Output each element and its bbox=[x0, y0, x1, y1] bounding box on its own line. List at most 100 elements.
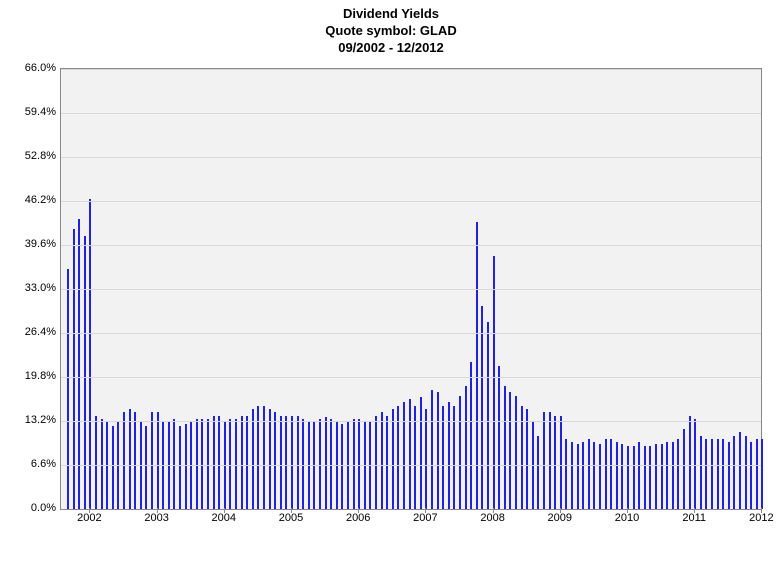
gridline bbox=[61, 289, 761, 290]
bar bbox=[448, 402, 450, 509]
bar bbox=[465, 386, 467, 509]
x-tick bbox=[157, 508, 158, 513]
bar bbox=[677, 439, 679, 509]
y-tick-label: 13.2% bbox=[25, 414, 56, 426]
bar bbox=[655, 444, 657, 509]
bar bbox=[246, 416, 248, 509]
gridline bbox=[61, 69, 761, 70]
bar bbox=[386, 416, 388, 509]
bar bbox=[179, 426, 181, 509]
plot-area bbox=[60, 68, 762, 510]
gridline bbox=[61, 465, 761, 466]
bar bbox=[571, 442, 573, 509]
bar bbox=[610, 439, 612, 509]
chart-container: Dividend Yields Quote symbol: GLAD 09/20… bbox=[0, 0, 782, 564]
bar bbox=[420, 397, 422, 509]
bar bbox=[73, 229, 75, 509]
bar bbox=[375, 416, 377, 509]
bar bbox=[330, 419, 332, 509]
bar bbox=[470, 362, 472, 509]
x-tick bbox=[358, 508, 359, 513]
bar bbox=[683, 429, 685, 509]
gridline bbox=[61, 113, 761, 114]
bar bbox=[112, 426, 114, 509]
bar bbox=[252, 409, 254, 509]
bar bbox=[543, 412, 545, 509]
x-tick-label: 2010 bbox=[615, 512, 639, 524]
bar bbox=[694, 419, 696, 509]
bar bbox=[745, 436, 747, 509]
bar bbox=[241, 416, 243, 509]
x-tick bbox=[89, 508, 90, 513]
bar bbox=[616, 442, 618, 509]
bar bbox=[123, 412, 125, 509]
y-tick-label: 52.8% bbox=[25, 150, 56, 162]
bar bbox=[274, 412, 276, 509]
bar bbox=[750, 442, 752, 509]
bar bbox=[392, 409, 394, 509]
bar bbox=[291, 416, 293, 509]
bar bbox=[666, 442, 668, 509]
bar bbox=[621, 444, 623, 509]
bar bbox=[297, 416, 299, 509]
x-tick bbox=[627, 508, 628, 513]
bar bbox=[644, 446, 646, 509]
y-tick-label: 66.0% bbox=[25, 62, 56, 74]
title-line-2: Quote symbol: GLAD bbox=[0, 23, 782, 40]
gridline bbox=[61, 157, 761, 158]
bar bbox=[761, 439, 763, 509]
bar bbox=[717, 439, 719, 509]
bar bbox=[129, 409, 131, 509]
x-tick-label: 2005 bbox=[279, 512, 303, 524]
x-tick bbox=[224, 508, 225, 513]
bar bbox=[218, 416, 220, 509]
bar bbox=[661, 444, 663, 509]
bar bbox=[235, 419, 237, 509]
bar bbox=[95, 416, 97, 509]
bar bbox=[101, 419, 103, 509]
x-tick bbox=[761, 508, 762, 513]
x-tick-label: 2012 bbox=[749, 512, 773, 524]
x-tick bbox=[291, 508, 292, 513]
bar bbox=[593, 442, 595, 509]
bar bbox=[145, 426, 147, 509]
bar bbox=[201, 419, 203, 509]
bar bbox=[705, 439, 707, 509]
bar bbox=[302, 419, 304, 509]
x-tick bbox=[694, 508, 695, 513]
bar bbox=[173, 419, 175, 509]
x-tick-label: 2011 bbox=[682, 512, 706, 524]
chart-title: Dividend Yields Quote symbol: GLAD 09/20… bbox=[0, 0, 782, 57]
bar bbox=[509, 392, 511, 509]
bar bbox=[504, 386, 506, 509]
bar bbox=[285, 416, 287, 509]
x-tick-label: 2008 bbox=[480, 512, 504, 524]
bar bbox=[84, 236, 86, 509]
x-tick-label: 2007 bbox=[413, 512, 437, 524]
bar bbox=[739, 432, 741, 509]
gridline bbox=[61, 333, 761, 334]
bar bbox=[700, 436, 702, 509]
y-tick-label: 6.6% bbox=[31, 458, 56, 470]
bar bbox=[425, 409, 427, 509]
bar bbox=[213, 416, 215, 509]
bar bbox=[537, 436, 539, 509]
bar bbox=[526, 409, 528, 509]
y-tick-label: 59.4% bbox=[25, 106, 56, 118]
x-tick bbox=[493, 508, 494, 513]
bar bbox=[498, 366, 500, 509]
bar bbox=[728, 442, 730, 509]
bar bbox=[67, 269, 69, 509]
bar bbox=[711, 439, 713, 509]
bar bbox=[577, 444, 579, 509]
bar bbox=[588, 439, 590, 509]
bar bbox=[554, 416, 556, 509]
bar bbox=[638, 442, 640, 509]
bar bbox=[493, 256, 495, 509]
bar bbox=[481, 306, 483, 509]
bar bbox=[487, 322, 489, 509]
bar bbox=[560, 416, 562, 509]
x-tick bbox=[560, 508, 561, 513]
y-tick-label: 19.8% bbox=[25, 370, 56, 382]
x-tick-label: 2006 bbox=[346, 512, 370, 524]
